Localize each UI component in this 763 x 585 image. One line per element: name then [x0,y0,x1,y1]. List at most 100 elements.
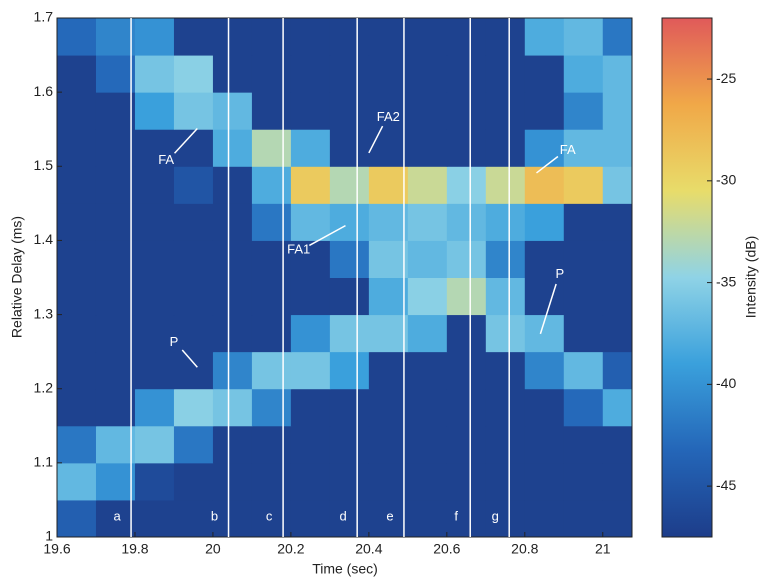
heatmap-cell [329,129,370,167]
heatmap-cell [368,55,409,93]
annotation-line [308,224,346,247]
heatmap-cell [134,129,175,167]
annotation-label: FA [158,152,174,167]
heatmap-cell [212,277,253,316]
y-tick-label: 1.1 [34,454,54,470]
heatmap-cell [251,277,292,316]
colorbar-tick-label: -25 [716,70,736,86]
x-axis-label: Time (sec) [312,561,378,577]
heatmap-cell [57,277,97,316]
heatmap-cell [524,55,565,93]
heatmap-cell [290,499,331,537]
heatmap-cell [368,499,409,537]
heatmap-cell [329,314,370,353]
heatmap-cell [290,18,331,56]
heatmap-cell [602,314,632,353]
heatmap-cell [212,240,253,278]
heatmap-cell [446,314,487,353]
heatmap-cell [563,314,604,353]
heatmap-cell [602,203,632,241]
y-tick-label: 1.5 [34,157,54,173]
heatmap-cell [212,55,253,93]
y-axis-label: Relative Delay (ms) [9,216,25,338]
heatmap-cell [524,129,565,167]
heatmap-cell [368,18,409,56]
heatmap-cell [173,129,214,167]
heatmap-cell [407,314,448,353]
heatmap-cell [173,388,214,427]
heatmap-cell [485,425,526,464]
heatmap-cell [407,18,448,56]
heatmap-cell [134,499,175,537]
heatmap-cell [407,351,448,390]
heatmap-cell [329,55,370,93]
heatmap-cell [251,203,292,241]
heatmap-cell [290,277,331,316]
heatmap-cell [524,18,565,56]
heatmap-cell [485,129,526,167]
heatmap-cell [446,92,487,130]
heatmap-cell [251,314,292,353]
heatmap-cell [485,92,526,130]
heatmap-cell [95,92,136,130]
colorbar [661,17,713,538]
heatmap-cell [95,388,136,427]
annotation-label: P [556,266,565,281]
heatmap-cell [524,240,565,278]
heatmap-cell [563,277,604,316]
heatmap-cell [134,240,175,278]
annotation-line [536,155,559,174]
heatmap-cell [173,314,214,353]
heatmap-cell [602,351,632,390]
heatmap-cell [251,55,292,93]
y-tick-label: 1.2 [34,379,54,395]
heatmap-cell [95,314,136,353]
heatmap-cell [602,166,632,204]
heatmap-cell [57,55,97,93]
heatmap-cell [57,203,97,241]
heatmap-cell [251,388,292,427]
heatmap-cell [563,18,604,56]
heatmap-cell [602,425,632,464]
heatmap-cell [602,55,632,93]
marker-label: a [113,508,121,523]
annotation-line [181,349,198,368]
heatmap-cell [57,166,97,204]
heatmap-cell [134,92,175,130]
x-tick-label: 20.6 [433,541,460,557]
heatmap-cell [329,462,370,501]
heatmap-cell [212,388,253,427]
heatmap-cell [563,351,604,390]
heatmap-cell [329,203,370,241]
heatmap-cell [95,277,136,316]
heatmap-cell [407,277,448,316]
heatmap-cell [251,166,292,204]
heatmap-cell [173,166,214,204]
heatmap-cell [251,499,292,537]
heatmap-cell [329,277,370,316]
marker-label: b [211,508,218,523]
heatmap-cell [446,351,487,390]
heatmap-cell [212,425,253,464]
heatmap-cell [602,499,632,537]
y-tick-label: 1.4 [34,231,54,247]
heatmap-cell [173,203,214,241]
heatmap-cell [290,240,331,278]
heatmap-cell [407,92,448,130]
y-tick-label: 1.3 [34,305,54,321]
marker-label: c [266,508,273,523]
heatmap-cell [57,314,97,353]
heatmap-cell [407,129,448,167]
heatmap-cell [290,425,331,464]
heatmap-cell [95,203,136,241]
colorbar-tick-label: -30 [716,172,736,188]
heatmap-cell [563,462,604,501]
heatmap-cell [329,388,370,427]
heatmap-cell [329,18,370,56]
x-tick-label: 21 [595,541,611,557]
heatmap-cell [134,314,175,353]
heatmap-cell [212,203,253,241]
heatmap-cell [290,203,331,241]
heatmap-cell [95,240,136,278]
